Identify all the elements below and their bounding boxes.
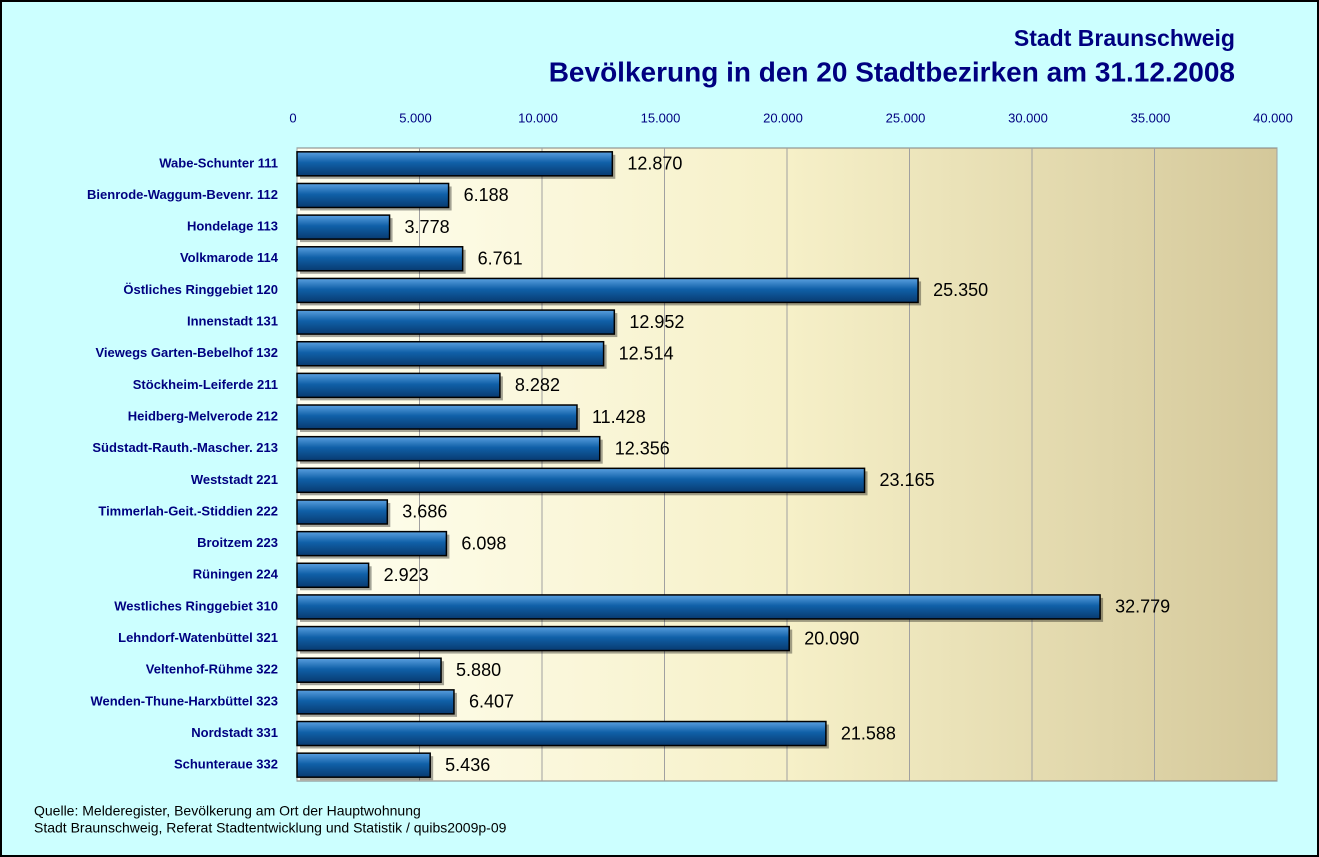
value-label: 3.778: [405, 217, 450, 237]
x-tick-label: 15.000: [641, 110, 681, 125]
x-tick-label: 5.000: [399, 110, 432, 125]
value-label: 6.098: [461, 533, 506, 553]
bar: [296, 499, 389, 525]
y-tick-label: Lehndorf-Watenbüttel 321: [118, 630, 278, 645]
bar: [296, 467, 866, 494]
bar: [296, 182, 450, 209]
value-label: 5.436: [445, 755, 490, 775]
y-tick-label: Westliches Ringgebiet 310: [114, 598, 278, 613]
value-label: 12.514: [619, 343, 674, 363]
y-tick-label: Wabe-Schunter 111: [159, 155, 278, 170]
y-tick-label: Timmerlah-Geit.-Stiddien 222: [98, 503, 278, 518]
x-tick-label: 35.000: [1131, 110, 1171, 125]
value-label: 5.880: [456, 660, 501, 680]
y-tick-label: Stöckheim-Leiferde 211: [133, 377, 278, 392]
y-tick-label: Wenden-Thune-Harxbüttel 323: [90, 693, 278, 708]
y-tick-label: Schunteraue 332: [174, 757, 278, 772]
value-label: 12.952: [629, 312, 684, 332]
chart-title: Stadt Braunschweig: [1014, 25, 1235, 51]
bar: [296, 720, 827, 747]
bar: [296, 340, 605, 367]
bar: [296, 309, 616, 335]
value-label: 3.686: [402, 502, 447, 522]
y-tick-label: Innenstadt 131: [187, 314, 278, 329]
value-label: 20.090: [804, 628, 859, 648]
footnote: Quelle: Melderegister, Bevölkerung am Or…: [34, 803, 421, 819]
value-label: 2.923: [384, 565, 429, 585]
y-tick-label: Bienrode-Waggum-Bevenr. 112: [87, 187, 278, 202]
y-tick-label: Viewegs Garten-Bebelhof 132: [95, 345, 278, 360]
y-tick-label: Rüningen 224: [193, 567, 279, 582]
bar: [296, 562, 370, 589]
bar: [296, 752, 431, 778]
x-tick-label: 40.000: [1253, 110, 1293, 125]
value-label: 12.870: [627, 154, 682, 174]
bar: [296, 277, 919, 304]
y-tick-label: Hondelage 113: [187, 219, 278, 234]
value-label: 6.407: [469, 692, 514, 712]
chart-subtitle: Bevölkerung in den 20 Stadtbezirken am 3…: [549, 56, 1235, 87]
value-label: 12.356: [615, 438, 670, 458]
y-tick-label: Broitzem 223: [197, 535, 278, 550]
y-tick-label: Veltenhof-Rühme 322: [146, 662, 278, 677]
value-label: 32.779: [1115, 597, 1170, 617]
value-label: 25.350: [933, 280, 988, 300]
bar: [296, 246, 464, 272]
y-tick-label: Östliches Ringgebiet 120: [123, 282, 278, 297]
y-tick-label: Volkmarode 114: [180, 250, 279, 265]
bar: [296, 625, 790, 652]
value-label: 6.761: [478, 249, 523, 269]
y-tick-label: Südstadt-Rauth.-Mascher. 213: [92, 440, 278, 455]
y-tick-label: Weststadt 221: [191, 472, 278, 487]
bar: [296, 594, 1101, 620]
bar: [296, 689, 455, 715]
value-label: 21.588: [841, 723, 896, 743]
x-tick-label: 0: [289, 110, 296, 125]
x-tick-label: 20.000: [763, 110, 803, 125]
x-tick-label: 30.000: [1008, 110, 1048, 125]
bar: [296, 151, 614, 177]
bar: [296, 214, 391, 240]
bar: [296, 404, 578, 430]
bar: [296, 657, 442, 683]
value-label: 6.188: [464, 185, 509, 205]
footnote: Stadt Braunschweig, Referat Stadtentwick…: [34, 820, 507, 836]
bar: [296, 435, 601, 462]
y-tick-label: Nordstadt 331: [191, 725, 278, 740]
y-tick-label: Heidberg-Melverode 212: [128, 408, 278, 423]
value-label: 8.282: [515, 375, 560, 395]
bar: [296, 530, 448, 557]
value-label: 23.165: [880, 470, 935, 490]
value-label: 11.428: [592, 407, 646, 427]
bar: [296, 372, 501, 399]
x-tick-label: 25.000: [886, 110, 926, 125]
x-tick-label: 10.000: [518, 110, 558, 125]
